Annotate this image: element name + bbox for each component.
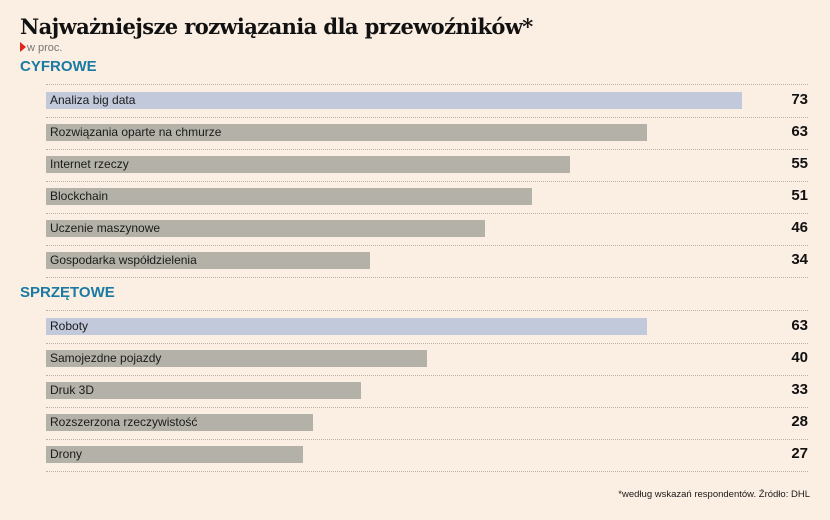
section-heading: CYFROWE [20,58,97,75]
value-label: 27 [791,445,808,462]
bar[interactable] [46,220,485,237]
divider-line [46,277,808,278]
unit-label: w proc. [27,42,63,54]
bar[interactable] [46,156,570,173]
bar-label: Roboty [50,319,89,333]
value-label: 63 [791,123,808,140]
bar-label: Blockchain [50,189,109,203]
divider-line [46,439,808,440]
bar[interactable] [46,124,647,141]
bar-label: Drony [50,447,83,461]
bar-label: Rozwiązania oparte na chmurze [50,125,222,139]
bar-label: Analiza big data [50,93,136,107]
footnote: *według wskazań respondentów. Źródło: DH… [618,489,810,500]
divider-line [46,407,808,408]
divider-line [46,471,808,472]
bar[interactable] [46,92,742,109]
value-label: 51 [791,187,808,204]
bar[interactable] [46,414,313,431]
bar[interactable] [46,382,361,399]
divider-line [46,375,808,376]
value-label: 40 [791,349,808,366]
value-label: 33 [791,381,808,398]
divider-line [46,213,808,214]
section-heading: SPRZĘTOWE [20,284,115,301]
chart-title: Najważniejsze rozwiązania dla przewoźnik… [20,14,533,39]
triangle-marker-icon [20,42,26,52]
value-label: 28 [791,413,808,430]
bar-label: Samojezdne pojazdy [50,351,162,365]
divider-line [46,245,808,246]
bar[interactable] [46,350,427,367]
divider-line [46,181,808,182]
divider-line [46,84,808,85]
bar[interactable] [46,318,647,335]
divider-line [46,343,808,344]
value-label: 73 [791,91,808,108]
bar-label: Druk 3D [50,383,95,397]
bar-label: Internet rzeczy [50,157,129,171]
bar-label: Gospodarka współdzielenia [50,253,197,267]
value-label: 55 [791,155,808,172]
divider-line [46,149,808,150]
bar-label: Uczenie maszynowe [50,221,161,235]
value-label: 34 [791,251,808,268]
value-label: 46 [791,219,808,236]
bar[interactable] [46,446,303,463]
divider-line [46,310,808,311]
divider-line [46,117,808,118]
bar-label: Rozszerzona rzeczywistość [50,415,198,429]
bar[interactable] [46,252,370,269]
chart-subtitle: w proc. [20,42,62,54]
bar[interactable] [46,188,532,205]
value-label: 63 [791,317,808,334]
